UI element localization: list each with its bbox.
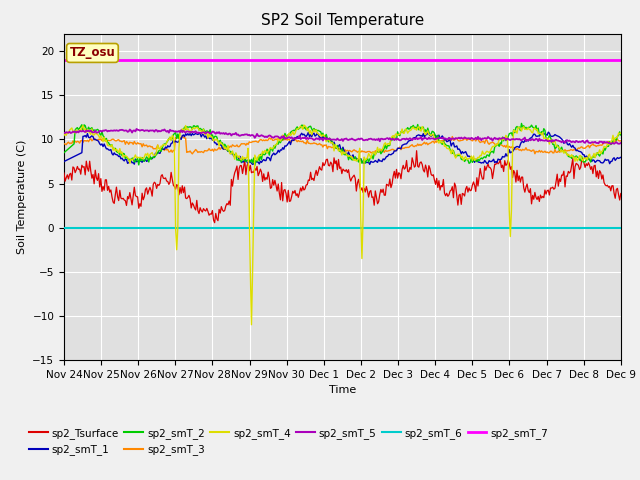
sp2_smT_4 [300,122,308,128]
sp2_smT_5 [132,126,140,132]
Line: sp2_smT_3: sp2_smT_3 [64,136,621,154]
sp2_smT_4 [327,140,335,146]
sp2_smT_2 [606,139,614,144]
sp2_smT_5 [605,140,612,146]
sp2_smT_1 [326,136,333,142]
sp2_smT_3 [519,146,527,152]
Line: sp2_Tsurface: sp2_Tsurface [64,151,621,223]
sp2_smT_1 [329,142,337,147]
sp2_smT_7 [516,57,524,63]
sp2_smT_1 [362,160,370,166]
sp2_smT_2 [362,157,370,163]
sp2_Tsurface [362,184,370,190]
sp2_smT_7 [617,57,625,63]
sp2_smT_7 [604,57,611,63]
sp2_smT_1 [545,129,552,135]
Line: sp2_smT_2: sp2_smT_2 [64,123,621,165]
sp2_smT_6 [392,225,399,231]
sp2_smT_1 [617,155,625,160]
sp2_smT_5 [393,137,401,143]
Line: sp2_smT_1: sp2_smT_1 [64,132,621,164]
sp2_smT_1 [249,161,257,167]
sp2_smT_6 [324,225,332,231]
sp2_smT_3 [60,141,68,146]
sp2_smT_3 [606,141,614,146]
sp2_smT_3 [330,144,338,150]
sp2_smT_3 [364,149,371,155]
sp2_smT_2 [251,162,259,168]
sp2_smT_5 [607,141,614,147]
sp2_smT_3 [394,146,401,152]
sp2_smT_7 [392,57,399,63]
sp2_smT_4 [519,125,527,131]
sp2_smT_5 [60,130,68,136]
sp2_smT_5 [326,136,333,142]
sp2_smT_1 [60,158,68,164]
sp2_smT_4 [330,148,338,154]
Y-axis label: Soil Temperature (C): Soil Temperature (C) [17,140,27,254]
sp2_smT_4 [617,130,625,136]
sp2_smT_2 [329,141,337,146]
sp2_Tsurface [60,170,68,176]
Line: sp2_smT_5: sp2_smT_5 [64,129,621,144]
sp2_smT_5 [617,140,625,146]
sp2_smT_5 [518,138,525,144]
sp2_smT_6 [516,225,524,231]
Title: SP2 Soil Temperature: SP2 Soil Temperature [260,13,424,28]
sp2_smT_2 [326,135,333,141]
sp2_smT_2 [393,137,401,143]
sp2_smT_7 [60,57,68,63]
sp2_smT_6 [604,225,611,231]
sp2_smT_3 [327,144,335,150]
sp2_Tsurface [606,183,614,189]
sp2_smT_4 [248,322,255,327]
sp2_smT_4 [364,155,371,160]
sp2_Tsurface [329,169,337,175]
sp2_smT_3 [179,133,186,139]
sp2_Tsurface [413,148,420,154]
sp2_smT_5 [329,137,337,143]
sp2_smT_6 [617,225,625,231]
sp2_smT_1 [606,161,614,167]
sp2_smT_4 [394,132,401,138]
sp2_smT_2 [518,120,525,126]
Legend: sp2_Tsurface, sp2_smT_1, sp2_smT_2, sp2_smT_3, sp2_smT_4, sp2_smT_5, sp2_smT_6, : sp2_Tsurface, sp2_smT_1, sp2_smT_2, sp2_… [25,424,552,459]
sp2_smT_7 [362,57,369,63]
sp2_smT_3 [617,138,625,144]
sp2_smT_1 [393,148,401,154]
sp2_Tsurface [211,220,218,226]
sp2_smT_6 [60,225,68,231]
sp2_smT_4 [60,132,68,138]
sp2_Tsurface [326,163,333,169]
sp2_smT_3 [189,151,196,157]
sp2_smT_6 [362,225,369,231]
sp2_Tsurface [393,167,401,172]
sp2_Tsurface [519,174,527,180]
sp2_smT_2 [519,124,527,130]
X-axis label: Time: Time [329,385,356,395]
sp2_smT_4 [606,141,614,147]
sp2_smT_7 [324,57,332,63]
sp2_smT_7 [328,57,335,63]
sp2_smT_2 [60,150,68,156]
sp2_smT_6 [328,225,335,231]
Text: TZ_osu: TZ_osu [70,47,115,60]
sp2_smT_1 [518,139,525,145]
Line: sp2_smT_4: sp2_smT_4 [64,125,621,324]
sp2_smT_2 [617,132,625,138]
sp2_Tsurface [617,191,625,196]
sp2_smT_5 [362,137,370,143]
